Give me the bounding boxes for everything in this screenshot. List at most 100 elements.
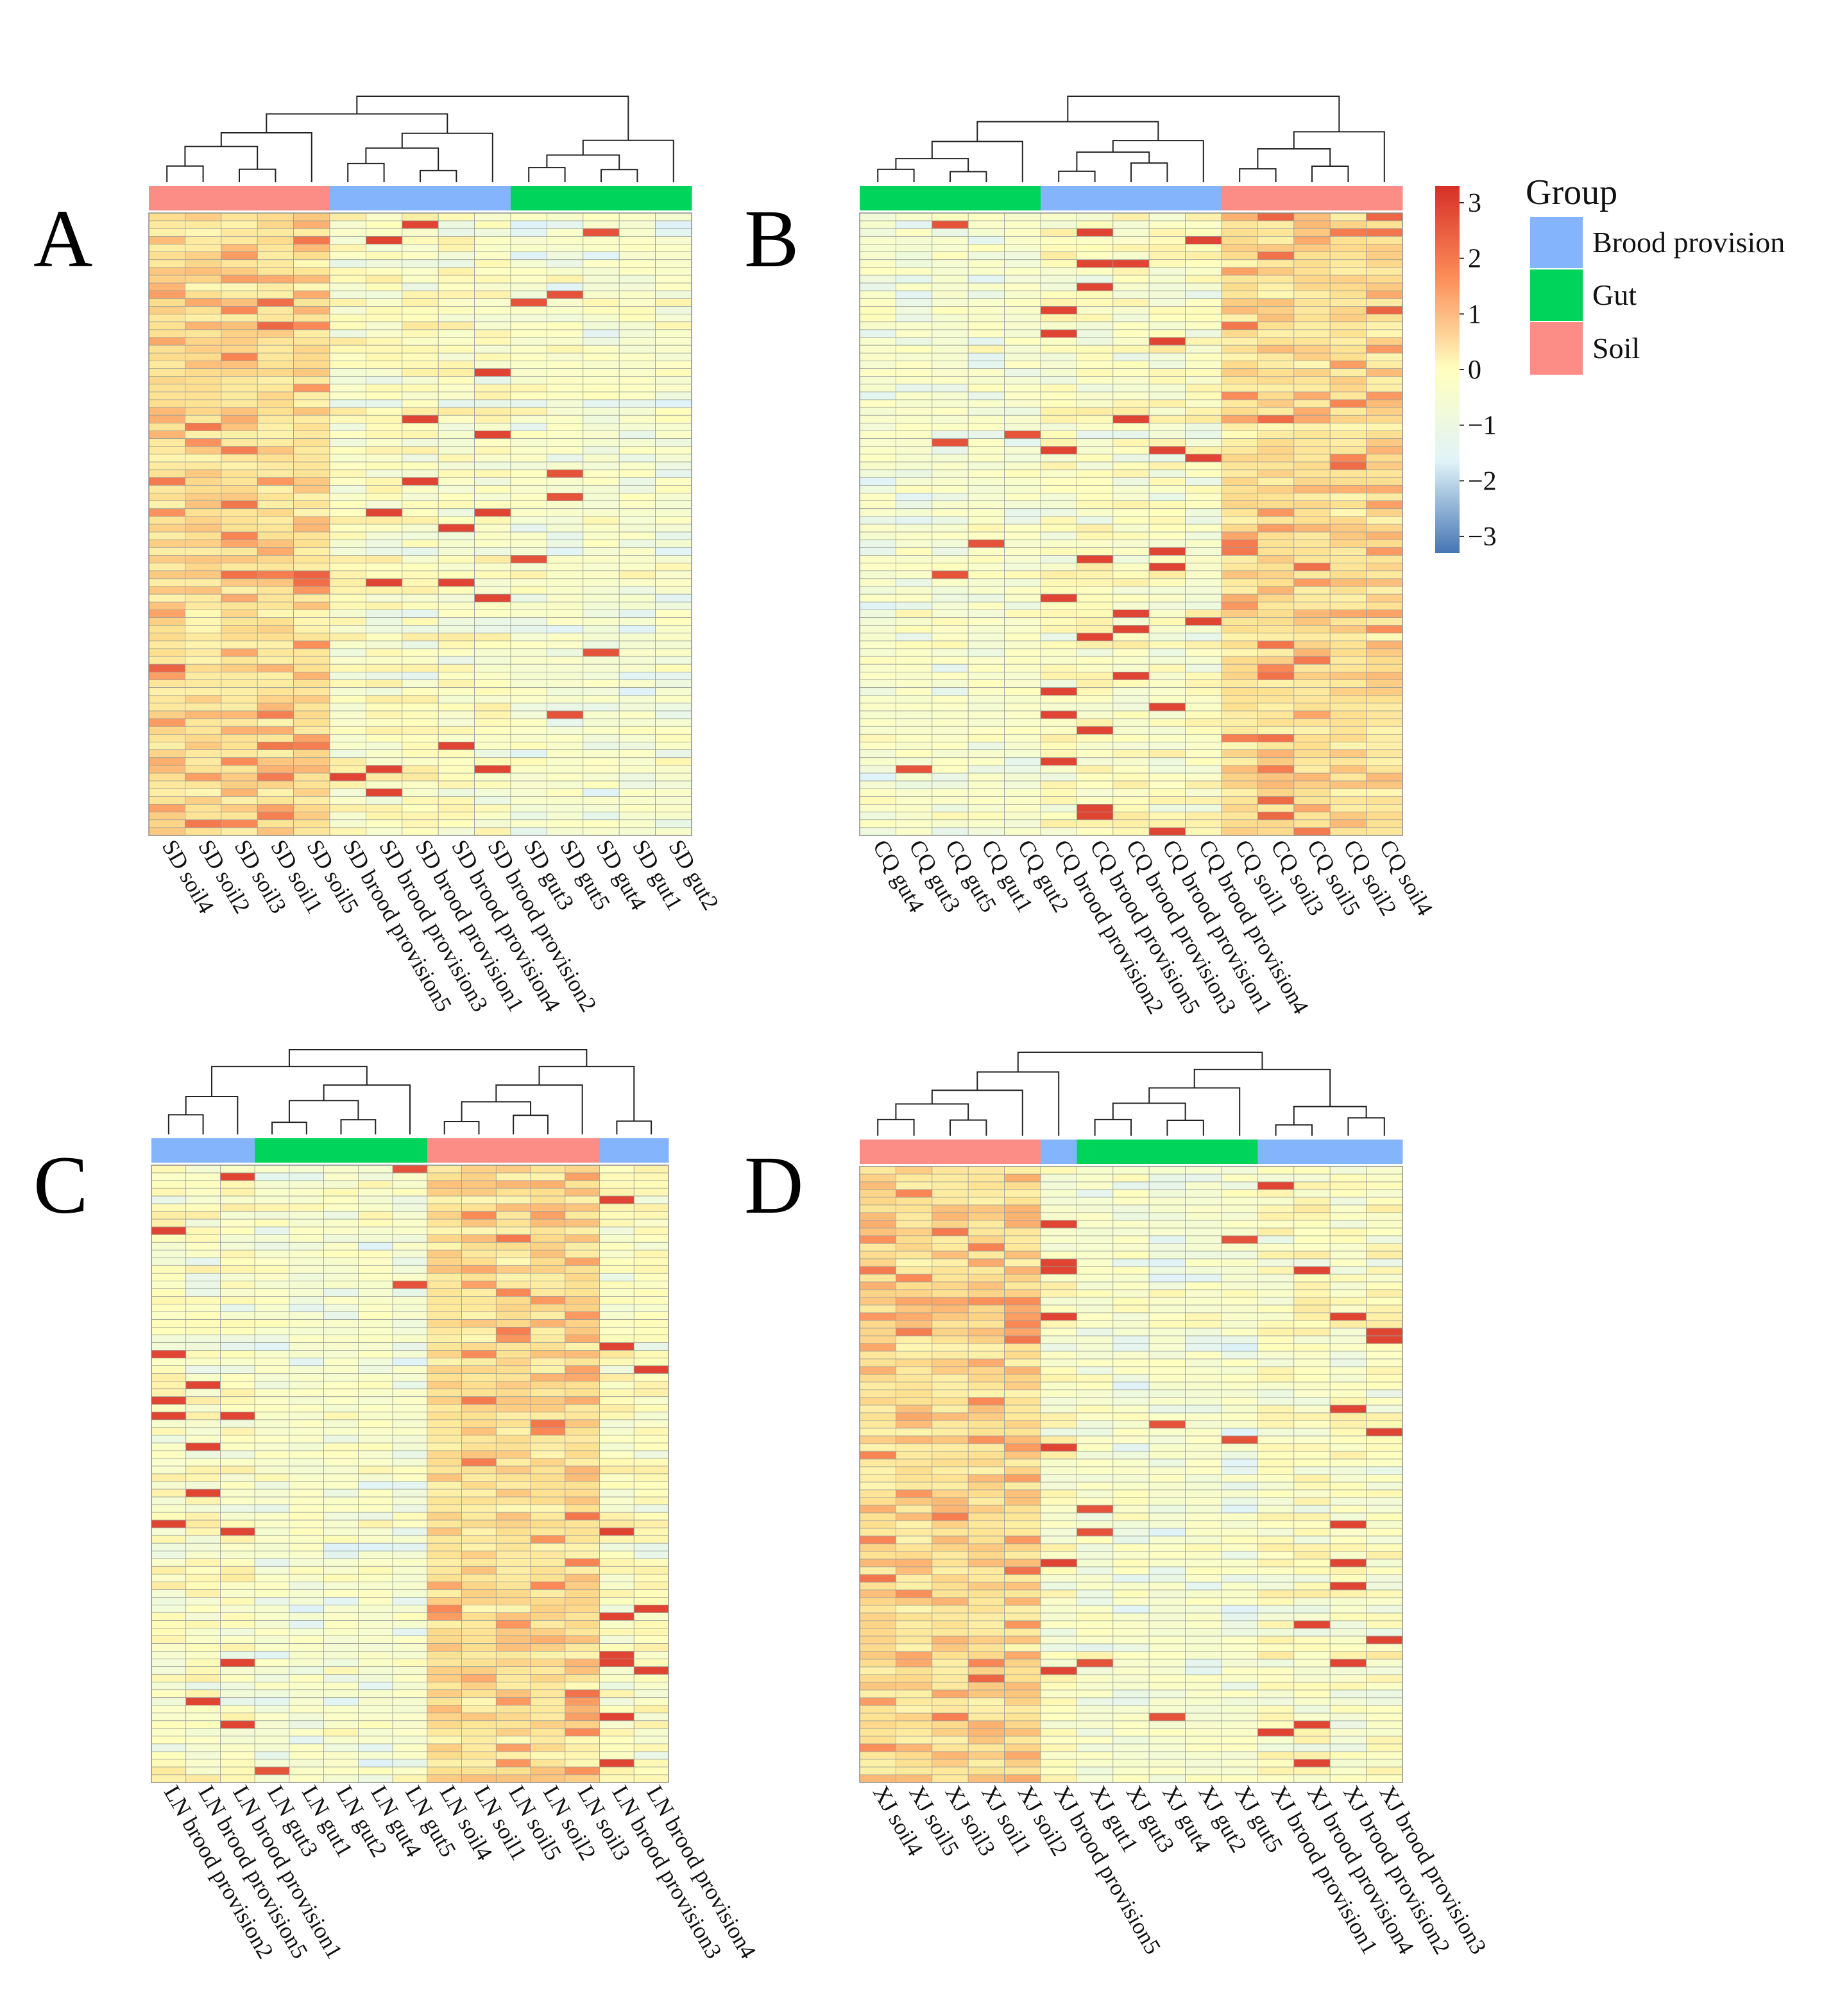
heatmap-cell — [474, 298, 511, 307]
heatmap-cell — [461, 1566, 497, 1575]
heatmap-cell — [1112, 1682, 1150, 1691]
heatmap-cell — [293, 275, 330, 284]
heatmap-cell — [1257, 757, 1295, 766]
heatmap-cell — [932, 1358, 969, 1367]
heatmap-cell — [896, 796, 933, 805]
heatmap-cell — [1257, 656, 1295, 665]
heatmap-cell — [1257, 306, 1295, 315]
heatmap-cell — [599, 1689, 635, 1698]
heatmap-cell — [1112, 1651, 1150, 1660]
heatmap-cell — [967, 1474, 1005, 1483]
heatmap-cell — [184, 726, 222, 735]
heatmap-cell — [293, 609, 330, 618]
heatmap-cell — [1077, 1643, 1114, 1652]
heatmap-cell — [1185, 1674, 1222, 1683]
heatmap-cell — [932, 663, 969, 672]
heatmap-cell — [1257, 679, 1295, 688]
heatmap-cell — [358, 1296, 393, 1304]
heatmap-cell — [427, 1450, 462, 1459]
heatmap-cell — [1329, 1443, 1367, 1452]
heatmap-cell — [530, 1327, 566, 1335]
heatmap-cell — [185, 1596, 221, 1605]
heatmap-cell — [1112, 1220, 1150, 1229]
heatmap-cell — [859, 1420, 896, 1429]
heatmap-cell — [220, 1304, 255, 1312]
heatmap-cell — [1366, 1666, 1403, 1675]
heatmap-cell — [932, 1220, 969, 1229]
heatmap-cell — [1112, 1474, 1150, 1483]
heatmap-cell — [289, 1311, 325, 1320]
heatmap-cell — [1040, 1620, 1077, 1629]
heatmap-cell — [323, 1188, 359, 1197]
heatmap-cell — [896, 718, 933, 727]
heatmap-cell — [1112, 1612, 1150, 1621]
heatmap-cells — [151, 1165, 669, 1783]
heatmap-cell — [1329, 267, 1367, 276]
heatmap-cell — [1185, 687, 1222, 696]
heatmap-border — [151, 1165, 669, 1783]
heatmap-cell — [967, 1335, 1005, 1344]
heatmap-cell — [599, 1666, 635, 1675]
heatmap-cell — [967, 718, 1005, 727]
heatmap-cell — [366, 609, 403, 618]
heatmap-cell — [859, 500, 896, 509]
heatmap-cell — [1221, 1505, 1258, 1514]
heatmap-cell — [655, 687, 692, 696]
heatmap-cell — [547, 337, 584, 346]
heatmap-cell — [530, 1234, 566, 1243]
heatmap-cell — [1293, 1328, 1331, 1337]
heatmap-cell — [329, 718, 366, 727]
heatmap-cell — [1148, 1312, 1186, 1321]
heatmap-cell — [547, 414, 584, 423]
heatmap-cell — [1257, 493, 1295, 502]
heatmap-cell — [438, 422, 475, 431]
heatmap-cell — [1077, 531, 1114, 540]
heatmap-cell — [1366, 648, 1403, 657]
heatmap-cell — [967, 1212, 1005, 1221]
heatmap-cell — [427, 1636, 462, 1644]
heatmap-cell — [461, 1249, 497, 1258]
heatmap-cell — [530, 1272, 566, 1281]
heatmap-cell — [1257, 1582, 1295, 1591]
heatmap-cell — [1329, 1212, 1367, 1221]
heatmap-cell — [599, 1272, 635, 1281]
heatmap-cell — [1148, 212, 1186, 221]
heatmap-cell — [1366, 749, 1403, 758]
heatmap-cell — [474, 827, 511, 836]
heatmap-cell — [461, 1381, 497, 1390]
heatmap-cell — [655, 399, 692, 408]
heatmap-cell — [402, 391, 439, 400]
heatmap-cell — [932, 780, 969, 789]
heatmap-cell — [510, 765, 547, 774]
heatmap-cell — [1185, 1458, 1222, 1467]
heatmap-cell — [358, 1643, 393, 1652]
heatmap-cell — [289, 1388, 325, 1397]
heatmap-cell — [1221, 671, 1258, 680]
heatmap-cell — [402, 617, 439, 626]
heatmap-cell — [289, 1620, 325, 1628]
heatmap-cell — [1257, 1258, 1295, 1267]
heatmap-cell — [1329, 1405, 1367, 1414]
heatmap-cell — [1148, 1227, 1186, 1236]
heatmap-cell — [655, 648, 692, 657]
heatmap-cell — [289, 1766, 325, 1775]
heatmap-cell — [293, 539, 330, 548]
heatmap-cell — [1366, 1751, 1403, 1760]
heatmap-cell — [896, 1274, 933, 1283]
heatmap-cell — [148, 718, 185, 727]
heatmap-cell — [358, 1573, 393, 1582]
heatmap-cell — [967, 1497, 1005, 1506]
heatmap-cell — [1366, 1381, 1403, 1390]
heatmap-cell — [547, 703, 584, 712]
heatmap-cell — [510, 648, 547, 657]
heatmap-cell — [1366, 1736, 1403, 1745]
heatmap-cell — [655, 484, 692, 493]
heatmap-cell — [547, 648, 584, 657]
heatmap-cell — [1077, 500, 1114, 509]
heatmap-cell — [859, 508, 896, 517]
heatmap-cell — [1329, 773, 1367, 782]
heatmap-cell — [293, 454, 330, 463]
heatmap-cell — [402, 454, 439, 463]
group-cell-soil — [496, 1138, 531, 1163]
heatmap-cell — [896, 1251, 933, 1260]
